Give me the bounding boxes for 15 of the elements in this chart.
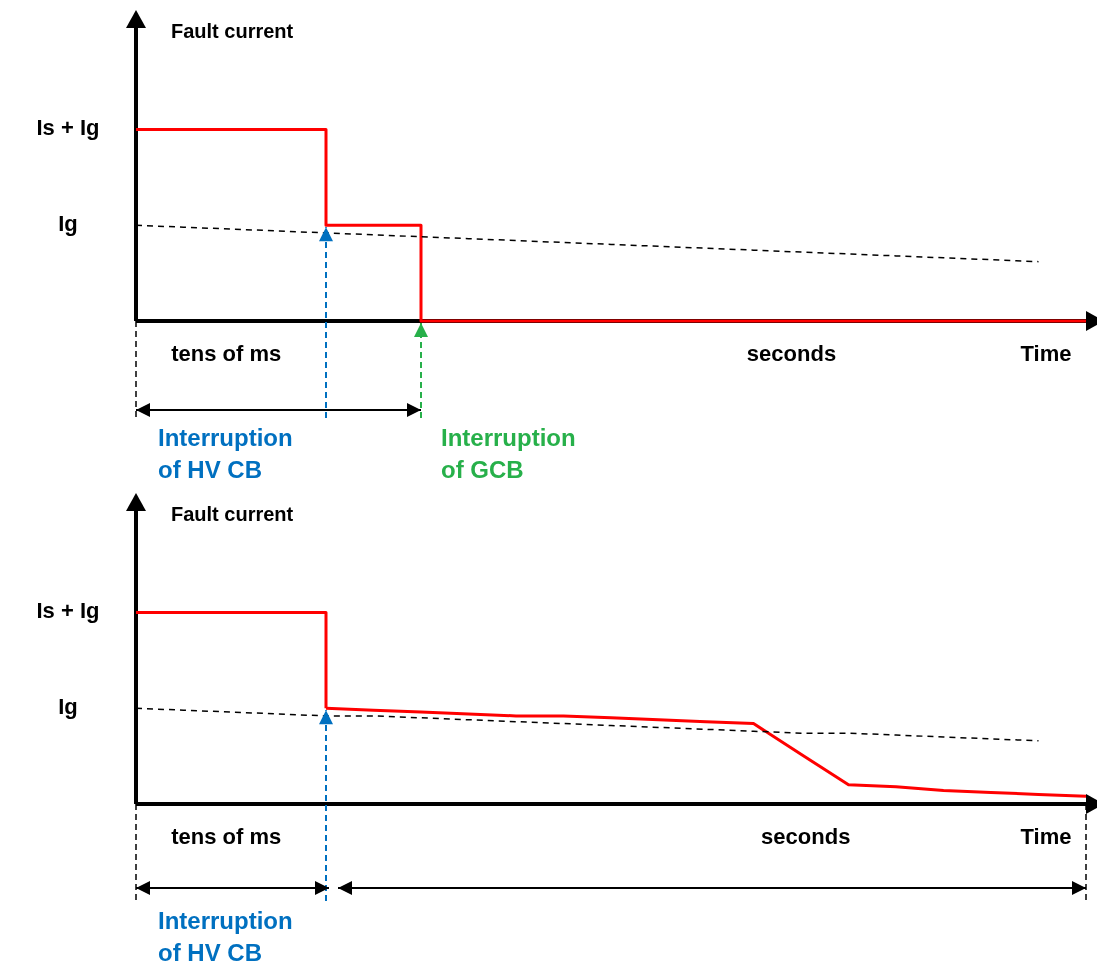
text: Is + Ig: [36, 115, 100, 141]
y-axis-title: Fault current: [171, 20, 294, 42]
text: Ig: [58, 694, 78, 720]
text: seconds: [746, 341, 837, 366]
x-axis-title: Time: [1020, 341, 1072, 366]
text: Interruption of GCB: [441, 424, 576, 483]
x-axis-title: Time: [1020, 824, 1072, 849]
text: Interruption of HV CB: [158, 907, 293, 963]
text: Is + Ig: [36, 598, 100, 624]
text: tens of ms: [171, 824, 282, 849]
text: tens of ms: [171, 341, 282, 366]
text: seconds: [761, 824, 851, 849]
y-axis-title: Fault current: [171, 503, 294, 525]
text: Interruption of HV CB: [158, 424, 293, 483]
text: Ig: [58, 211, 78, 237]
